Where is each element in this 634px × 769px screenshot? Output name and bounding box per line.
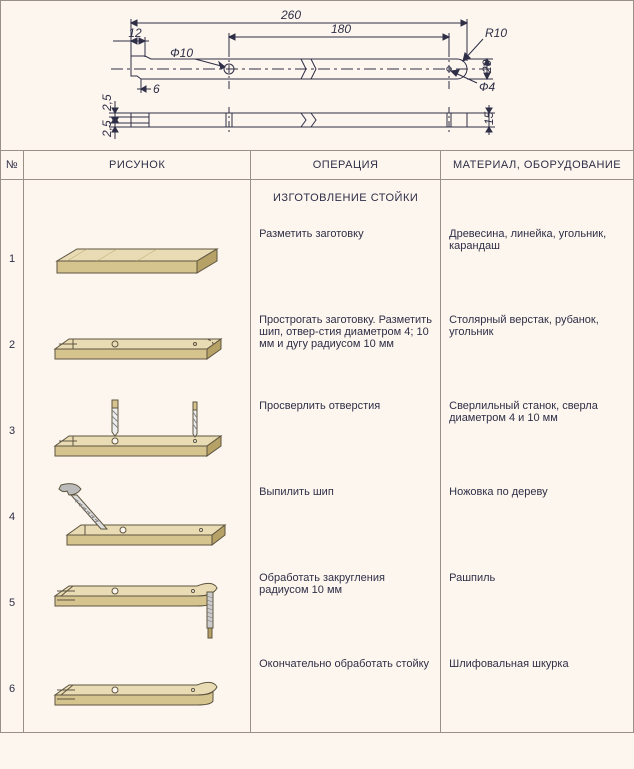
row-mat: Шлифовальная шкурка bbox=[441, 646, 633, 732]
row-num: 4 bbox=[1, 474, 24, 560]
row-op: Обработать закругления радиусом 10 мм bbox=[251, 560, 441, 646]
header-num: № bbox=[1, 151, 24, 180]
row-illustration bbox=[24, 646, 251, 732]
row-mat: Рашпиль bbox=[441, 560, 633, 646]
table-row: 4 bbox=[1, 474, 633, 560]
row-num: 3 bbox=[1, 388, 24, 474]
row-op: Прострогать заготовку. Разметить шип, от… bbox=[251, 302, 441, 388]
dim-6: 6 bbox=[153, 82, 160, 96]
table-row: 3 bbox=[1, 388, 633, 474]
technical-drawing: 260 180 12 6 bbox=[1, 1, 633, 151]
dim-260: 260 bbox=[280, 8, 301, 22]
dim-20: 20 bbox=[480, 59, 494, 74]
row-illustration bbox=[24, 388, 251, 474]
row-num: 2 bbox=[1, 302, 24, 388]
table-row: 1 bbox=[1, 216, 633, 302]
row-op: Разметить заготовку bbox=[251, 216, 441, 302]
row-mat: Сверлильный станок, сверла диаметром 4 и… bbox=[441, 388, 633, 474]
dim-12: 12 bbox=[128, 26, 142, 40]
section-title-row: ИЗГОТОВЛЕНИЕ СТОЙКИ bbox=[1, 180, 633, 217]
row-num: 5 bbox=[1, 560, 24, 646]
row-illustration bbox=[24, 474, 251, 560]
dim-r10: R10 bbox=[485, 26, 507, 40]
row-mat: Древесина, линейка, угольник, карандаш bbox=[441, 216, 633, 302]
dim-phi10: Ф10 bbox=[170, 46, 193, 60]
dim-phi4: Ф4 bbox=[479, 80, 496, 94]
row-num: 1 bbox=[1, 216, 24, 302]
page: 260 180 12 6 bbox=[0, 0, 634, 733]
row-mat: Ножовка по дереву bbox=[441, 474, 633, 560]
row-op: Окончательно обработать стойку bbox=[251, 646, 441, 732]
row-op: Просверлить отверстия bbox=[251, 388, 441, 474]
header-op: ОПЕРАЦИЯ bbox=[251, 151, 441, 180]
header-pic: РИСУНОК bbox=[24, 151, 251, 180]
row-illustration bbox=[24, 216, 251, 302]
dim-25b: 2,5 bbox=[100, 120, 114, 138]
dim-180: 180 bbox=[331, 22, 351, 36]
row-illustration bbox=[24, 302, 251, 388]
row-op: Выпилить шип bbox=[251, 474, 441, 560]
header-mat: МАТЕРИАЛ, ОБОРУДОВАНИЕ bbox=[441, 151, 633, 180]
dim-25a: 2,5 bbox=[100, 94, 114, 112]
table-row: 2 bbox=[1, 302, 633, 388]
row-illustration bbox=[24, 560, 251, 646]
dim-15: 15 bbox=[482, 111, 496, 125]
row-num: 6 bbox=[1, 646, 24, 732]
table-row: 6 bbox=[1, 646, 633, 732]
operations-table: № РИСУНОК ОПЕРАЦИЯ МАТЕРИАЛ, ОБОРУДОВАНИ… bbox=[1, 151, 633, 732]
row-mat: Столярный верстак, рубанок, угольник bbox=[441, 302, 633, 388]
section-title: ИЗГОТОВЛЕНИЕ СТОЙКИ bbox=[251, 180, 441, 217]
table-row: 5 bbox=[1, 560, 633, 646]
table-header-row: № РИСУНОК ОПЕРАЦИЯ МАТЕРИАЛ, ОБОРУДОВАНИ… bbox=[1, 151, 633, 180]
